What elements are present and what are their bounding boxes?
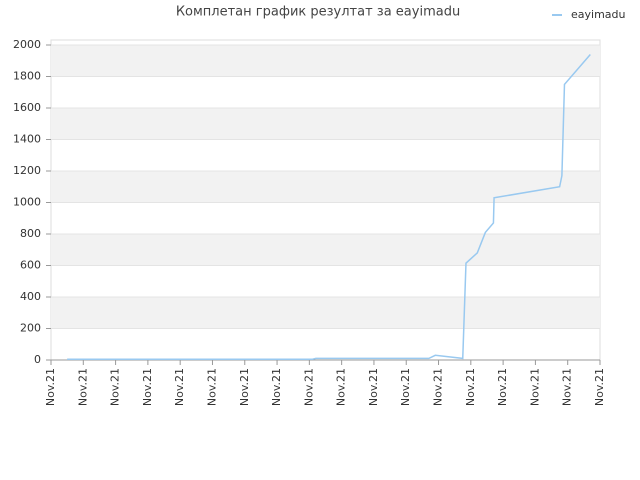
x-tick-label: Nov.21 [496,368,509,406]
y-tick-label: 1000 [13,196,41,209]
chart-title: Комплетан график резултат за eayimadu [176,5,460,20]
x-tick-label: Nov.21 [399,368,412,406]
x-tick-label: Nov.21 [173,368,186,406]
x-tick-label: Nov.21 [270,368,283,406]
x-tick-label: Nov.21 [205,368,218,406]
x-tick-label: Nov.21 [109,368,122,406]
x-tick-label: Nov.21 [593,368,606,406]
y-tick-label: 400 [20,290,41,303]
x-tick-label: Nov.21 [367,368,380,406]
y-tick-label: 200 [20,322,41,335]
data-line [67,53,591,360]
y-tick-label: 1600 [13,101,41,114]
x-tick-label: Nov.21 [302,368,315,406]
grid-band [51,171,600,203]
legend-label: eayimadu [571,8,625,21]
x-tick-label: Nov.21 [141,368,154,406]
x-tick-label: Nov.21 [528,368,541,406]
x-tick-label: Nov.21 [432,368,445,406]
y-tick-label: 800 [20,227,41,240]
x-tick-label: Nov.21 [561,368,574,406]
y-tick-label: 1800 [13,70,41,83]
x-tick-label: Nov.21 [464,368,477,406]
grid-band [51,234,600,266]
grid-band [51,45,600,77]
grid-band [51,108,600,140]
grid-band [51,297,600,329]
y-tick-label: 1200 [13,164,41,177]
y-tick-label: 0 [34,353,41,366]
y-tick-label: 2000 [13,38,41,51]
x-tick-label: Nov.21 [335,368,348,406]
x-tick-label: Nov.21 [238,368,251,406]
y-tick-label: 1400 [13,133,41,146]
x-tick-label: Nov.21 [76,368,89,406]
y-tick-label: 600 [20,259,41,272]
x-tick-label: Nov.21 [44,368,57,406]
